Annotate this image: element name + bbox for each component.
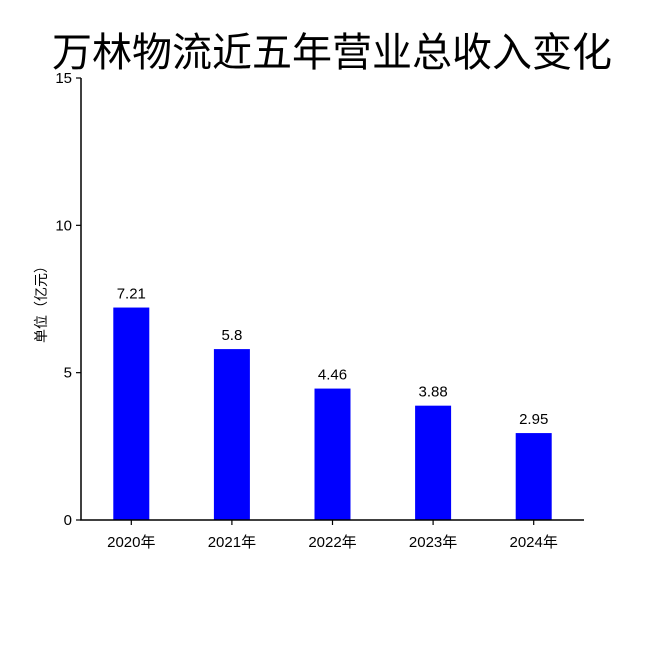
bar-value-labels: 7.21 5.8 4.46 3.88 2.95 xyxy=(117,286,549,429)
bar-value-label: 7.21 xyxy=(117,286,146,303)
y-tick-label: 15 xyxy=(55,70,72,87)
bar xyxy=(113,307,150,520)
x-tick-label: 2023年 xyxy=(409,534,457,551)
bar-value-label: 3.88 xyxy=(418,384,447,401)
bar-value-label: 5.8 xyxy=(221,327,242,344)
bar-series xyxy=(113,307,552,520)
bar xyxy=(515,433,552,520)
y-axis-title: 单位（亿元） xyxy=(34,259,50,343)
bar-value-label: 4.46 xyxy=(318,367,347,384)
y-tick-label: 0 xyxy=(64,512,72,529)
y-tick-label: 5 xyxy=(64,365,72,382)
bar xyxy=(415,405,452,520)
y-tick-label: 10 xyxy=(55,217,72,234)
x-axis-ticks: 2020年 2021年 2022年 2023年 2024年 xyxy=(107,520,558,551)
bar xyxy=(314,388,351,520)
chart-title: 万林物流近五年营业总收入变化 xyxy=(52,30,612,76)
bar-value-label: 2.95 xyxy=(519,411,548,428)
x-tick-label: 2024年 xyxy=(510,534,558,551)
x-tick-label: 2020年 xyxy=(107,534,155,551)
x-tick-label: 2022年 xyxy=(308,534,356,551)
bar xyxy=(213,349,250,520)
x-tick-label: 2021年 xyxy=(208,534,256,551)
y-axis-ticks: 0 5 10 15 xyxy=(55,70,81,529)
